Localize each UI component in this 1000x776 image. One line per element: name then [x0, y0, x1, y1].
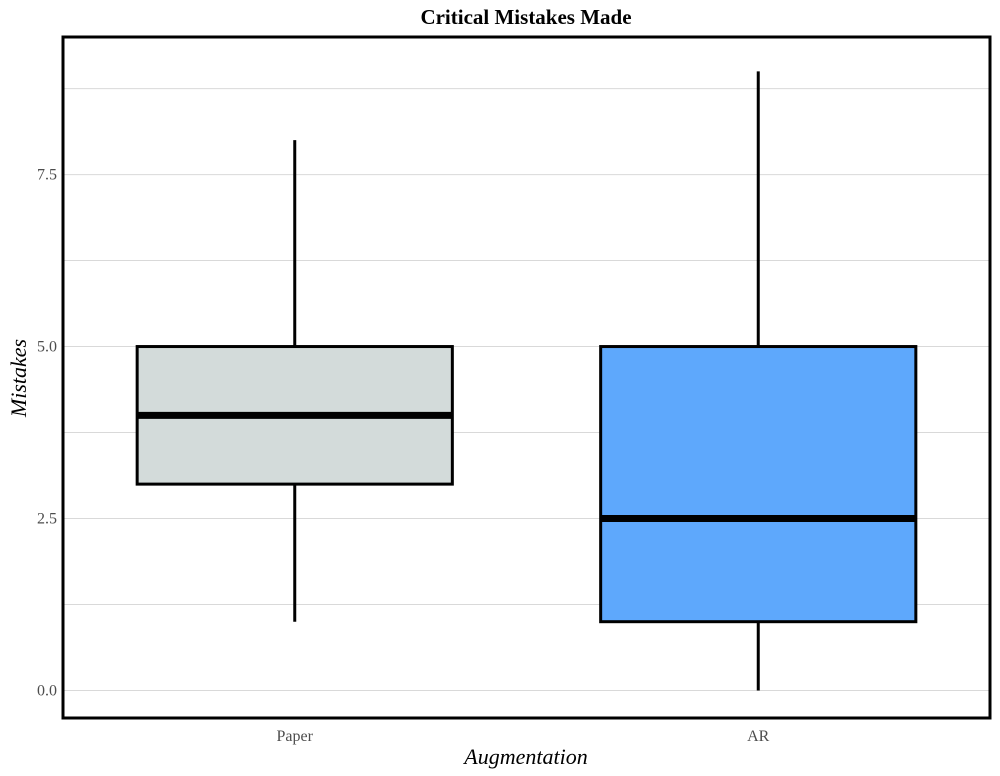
- x-tick-label: AR: [747, 728, 770, 745]
- y-tick-label: 7.5: [37, 167, 57, 184]
- plot-panel-border: [61, 35, 992, 720]
- iqr-box: [599, 345, 918, 624]
- y-tick-label: 2.5: [37, 511, 57, 528]
- y-axis-ticks: 0.0 2.5 5.0 7.5: [37, 167, 57, 700]
- y-tick-label: 0.0: [37, 682, 57, 699]
- x-tick-label: Paper: [277, 728, 314, 745]
- y-axis-title: Mistakes: [6, 339, 31, 418]
- boxes: [135, 71, 918, 691]
- x-axis-title: Augmentation: [462, 744, 587, 769]
- box-paper: [135, 140, 454, 622]
- chart-title: Critical Mistakes Made: [420, 5, 631, 29]
- box-ar: [599, 71, 918, 691]
- x-axis-ticks: Paper AR: [277, 728, 770, 745]
- y-tick-label: 5.0: [37, 339, 57, 356]
